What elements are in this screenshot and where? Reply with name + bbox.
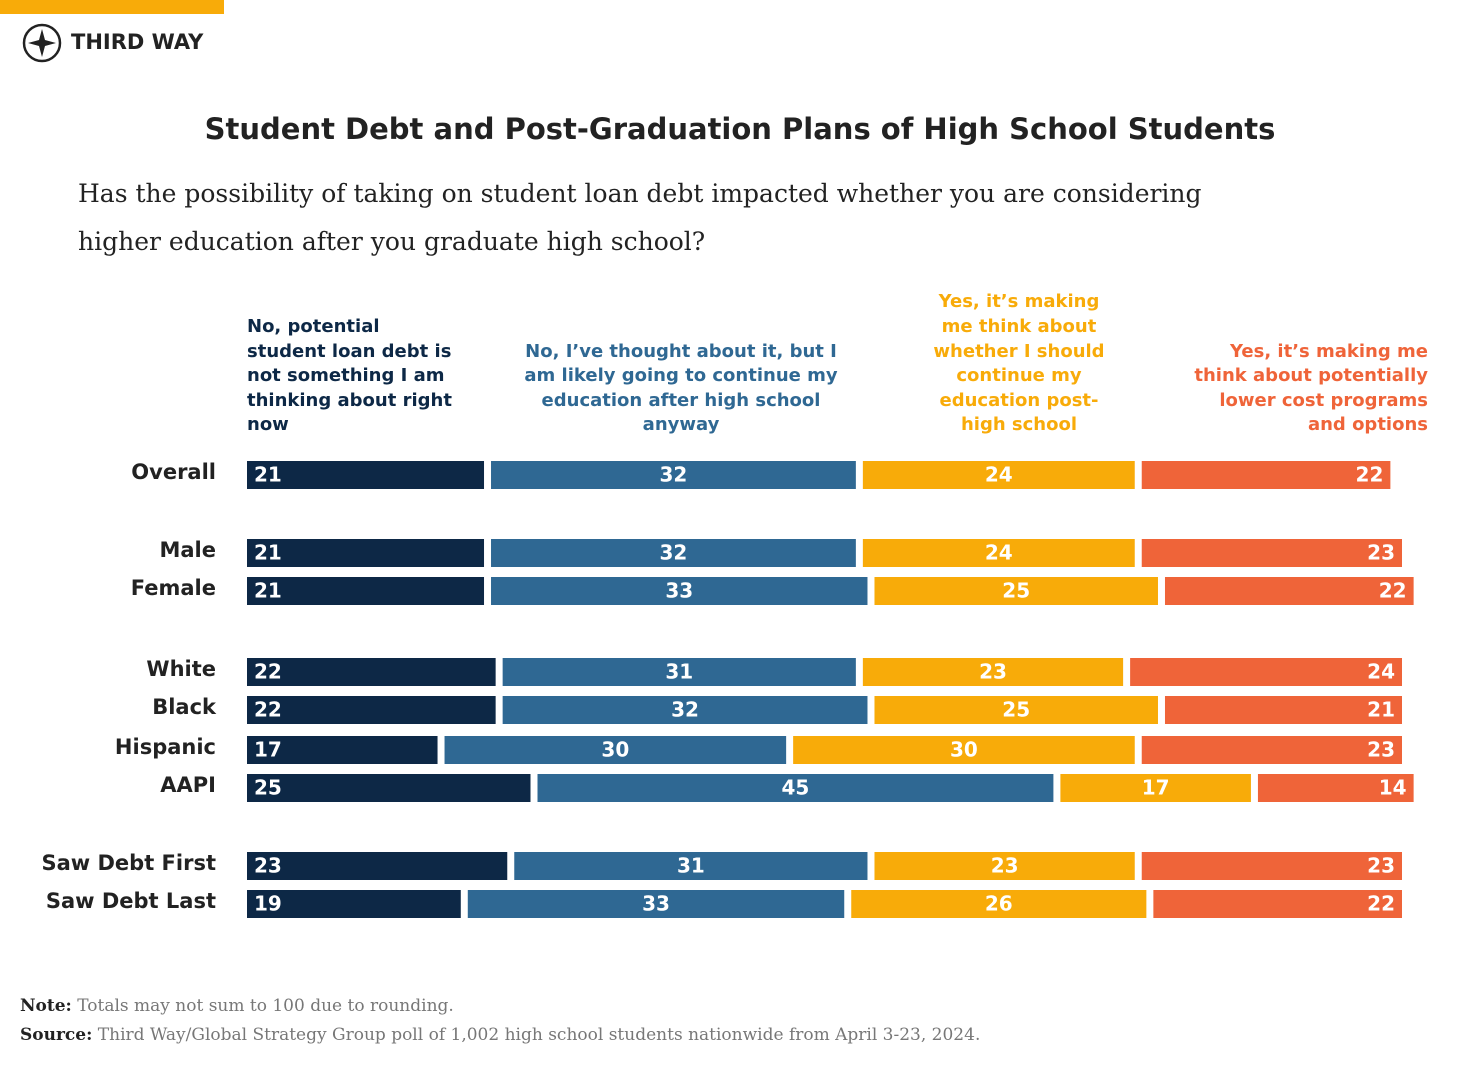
bar-segment [1153, 890, 1402, 918]
bar-segment [247, 461, 485, 489]
value-label: 30 [601, 738, 629, 762]
category-label: Male [159, 538, 216, 562]
value-label: 22 [254, 698, 282, 722]
value-label: 32 [660, 463, 688, 487]
value-label: 17 [1142, 776, 1170, 800]
value-label: 21 [254, 579, 282, 603]
note: Note: Totals may not sum to 100 due to r… [20, 996, 454, 1016]
category-label: Saw Debt First [41, 851, 216, 875]
bar-segment [1141, 852, 1402, 880]
category-label: Overall [131, 460, 216, 484]
note-text: Totals may not sum to 100 due to roundin… [77, 996, 454, 1016]
brand: THIRD WAY [71, 30, 204, 54]
value-label: 30 [950, 738, 978, 762]
bar-segment [491, 539, 856, 567]
value-label: 32 [671, 698, 699, 722]
value-label: 33 [665, 579, 693, 603]
bar-segment [1164, 696, 1402, 724]
value-label: 45 [782, 776, 810, 800]
value-label: 21 [1367, 698, 1395, 722]
value-label: 23 [254, 854, 282, 878]
value-label: 23 [1367, 854, 1395, 878]
bar-segment [247, 696, 496, 724]
category-label: Black [152, 695, 217, 719]
bar-segment [247, 890, 461, 918]
bar-segment [862, 539, 1135, 567]
bar-segment [793, 736, 1135, 764]
value-label: 14 [1379, 776, 1407, 800]
bar-segment [247, 736, 438, 764]
bar-segment [874, 577, 1158, 605]
value-label: 33 [642, 892, 670, 916]
bar-segment [874, 696, 1158, 724]
note-label: Note: [20, 996, 72, 1016]
value-label: 22 [254, 660, 282, 684]
value-label: 21 [254, 463, 282, 487]
category-label: Hispanic [115, 735, 216, 759]
category-label: Female [131, 576, 216, 600]
bar-segment [1060, 774, 1251, 802]
bar-segment [1141, 461, 1391, 489]
bar-segment [467, 890, 845, 918]
value-label: 31 [665, 660, 693, 684]
chart-title: Student Debt and Post-Graduation Plans o… [204, 112, 1276, 146]
value-label: 24 [985, 463, 1013, 487]
value-label: 32 [660, 541, 688, 565]
bar-segment [1141, 736, 1402, 764]
bar-segment [1257, 774, 1414, 802]
bar-segment [502, 658, 856, 686]
bar-segment [537, 774, 1054, 802]
value-label: 24 [1367, 660, 1395, 684]
category-label: AAPI [160, 773, 216, 797]
value-label: 23 [1367, 738, 1395, 762]
value-label: 31 [677, 854, 705, 878]
bar-segment [247, 852, 508, 880]
bar-segment [862, 461, 1135, 489]
source-label: Source: [20, 1025, 93, 1045]
value-label: 25 [254, 776, 282, 800]
value-label: 19 [254, 892, 282, 916]
value-label: 22 [1379, 579, 1407, 603]
bar-segment [502, 696, 868, 724]
value-label: 23 [979, 660, 1007, 684]
bar-segment [1130, 658, 1402, 686]
value-label: 25 [1002, 698, 1030, 722]
bar-segment [247, 577, 485, 605]
legend-entry: No, potential student loan debt is not s… [247, 316, 452, 436]
legend-entry: Yes, it’s making me think about potentia… [1194, 340, 1428, 436]
source: Source: Third Way/Global Strategy Group … [20, 1025, 980, 1045]
chart-subtitle: Has the possibility of taking on student… [78, 179, 1202, 256]
value-label: 21 [254, 541, 282, 565]
top-bar [0, 0, 224, 14]
bar-segment [1141, 539, 1402, 567]
bar-segment [1164, 577, 1414, 605]
legend-entry: Yes, it’s making me think about whether … [933, 291, 1105, 436]
bar-segment [247, 774, 531, 802]
source-text: Third Way/Global Strategy Group poll of … [97, 1025, 981, 1045]
bar-segment [514, 852, 868, 880]
bar-segment [851, 890, 1147, 918]
logo-icon [22, 23, 62, 63]
value-label: 22 [1356, 463, 1384, 487]
bar-segment [491, 461, 856, 489]
bar-segment [247, 658, 496, 686]
value-label: 26 [985, 892, 1013, 916]
value-label: 23 [991, 854, 1019, 878]
value-label: 24 [985, 541, 1013, 565]
value-label: 22 [1367, 892, 1395, 916]
value-label: 23 [1367, 541, 1395, 565]
bar-segment [247, 539, 485, 567]
category-label: Saw Debt Last [46, 889, 216, 913]
bar-segment [874, 852, 1135, 880]
legend-entry: No, I’ve thought about it, but I am like… [524, 340, 838, 436]
value-label: 17 [254, 738, 282, 762]
value-label: 25 [1002, 579, 1030, 603]
bar-segment [862, 658, 1124, 686]
bar-segment [491, 577, 868, 605]
category-label: White [146, 657, 216, 681]
bar-segment [444, 736, 787, 764]
